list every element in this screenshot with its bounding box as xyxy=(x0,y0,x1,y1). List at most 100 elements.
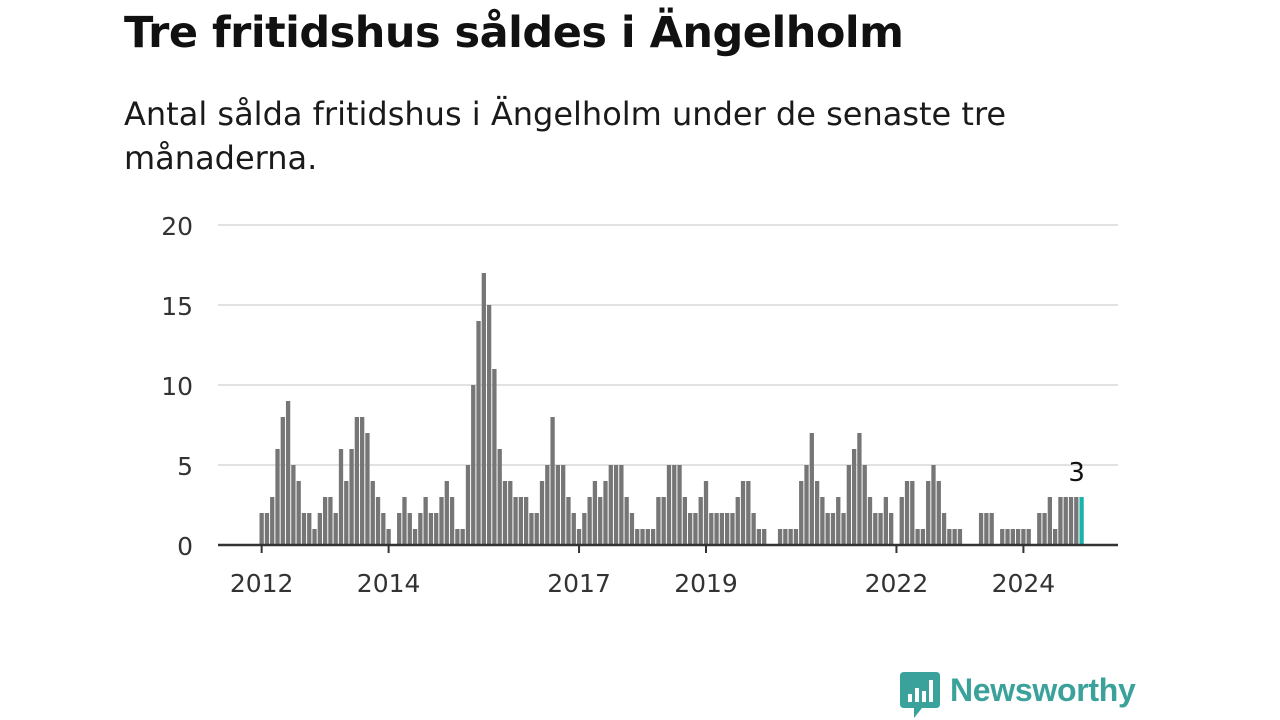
bar xyxy=(449,497,455,545)
bar xyxy=(603,481,608,545)
bar xyxy=(640,529,645,545)
bar xyxy=(317,513,322,545)
bar xyxy=(1074,497,1079,545)
bar xyxy=(402,497,407,545)
bar xyxy=(328,497,333,545)
bar xyxy=(1042,513,1047,545)
bar xyxy=(857,433,862,545)
bar xyxy=(566,497,571,545)
bar xyxy=(629,513,635,545)
bar xyxy=(841,513,846,545)
bar xyxy=(455,529,460,545)
bar xyxy=(984,513,989,545)
bar xyxy=(725,513,730,545)
bar xyxy=(936,481,941,545)
bar xyxy=(851,449,857,545)
bar xyxy=(465,465,471,545)
bar xyxy=(814,481,820,545)
bar xyxy=(740,481,746,545)
bar xyxy=(423,497,428,545)
bar xyxy=(524,497,529,545)
bar xyxy=(719,513,725,545)
bar xyxy=(555,465,561,545)
bar xyxy=(397,513,402,545)
bar xyxy=(762,529,767,545)
bar xyxy=(592,481,598,545)
bar xyxy=(312,529,317,545)
bar xyxy=(1063,497,1068,545)
bar xyxy=(650,529,656,545)
bar xyxy=(434,513,439,545)
bar xyxy=(296,481,301,545)
bar xyxy=(275,449,280,545)
bar xyxy=(825,513,830,545)
bar xyxy=(460,529,465,545)
bar xyxy=(687,513,693,545)
x-tick-label: 2024 xyxy=(992,569,1056,598)
bar xyxy=(931,465,936,545)
bar xyxy=(307,513,312,545)
bar xyxy=(529,513,534,545)
bar xyxy=(412,529,418,545)
bar xyxy=(264,513,270,545)
bar xyxy=(354,417,360,545)
bar xyxy=(1021,529,1026,545)
bar xyxy=(910,481,915,545)
bar xyxy=(677,465,682,545)
bar xyxy=(486,305,492,545)
bar xyxy=(259,513,264,545)
bar xyxy=(714,513,719,545)
bar xyxy=(1010,529,1015,545)
bar xyxy=(799,481,804,545)
x-tick-label: 2014 xyxy=(357,569,421,598)
bar xyxy=(561,465,566,545)
bar xyxy=(613,465,619,545)
bar xyxy=(735,497,740,545)
chart-title: Tre fritidshus såldes i Ängelholm xyxy=(124,8,904,58)
bar xyxy=(1037,513,1042,545)
bar xyxy=(280,417,285,545)
bar xyxy=(957,529,963,545)
bar xyxy=(756,529,762,545)
bar xyxy=(375,497,381,545)
bar xyxy=(867,497,873,545)
bar xyxy=(481,273,486,545)
bar xyxy=(915,529,920,545)
y-tick-label: 20 xyxy=(161,212,193,241)
bar xyxy=(301,513,307,545)
bar xyxy=(645,529,650,545)
bar xyxy=(661,497,666,545)
newsworthy-logo: Newsworthy xyxy=(900,668,1136,720)
bar xyxy=(1005,529,1010,545)
highlight-bar xyxy=(1079,497,1084,545)
bar xyxy=(624,497,629,545)
bar xyxy=(952,529,957,545)
bar xyxy=(1000,529,1005,545)
highlight-value-label: 3 xyxy=(1068,458,1085,488)
bar xyxy=(439,497,444,545)
bar xyxy=(1047,497,1053,545)
bar xyxy=(672,465,677,545)
bar xyxy=(730,513,735,545)
bar xyxy=(1058,497,1063,545)
bar xyxy=(989,513,994,545)
bar xyxy=(809,433,814,545)
bar xyxy=(518,497,524,545)
bar xyxy=(291,465,296,545)
bar xyxy=(666,465,672,545)
bar xyxy=(1026,529,1031,545)
bar xyxy=(878,513,883,545)
bar xyxy=(889,513,894,545)
bar xyxy=(862,465,867,545)
x-tick-label: 2012 xyxy=(230,569,294,598)
bar xyxy=(693,513,698,545)
bar xyxy=(513,497,518,545)
bar xyxy=(788,529,793,545)
bar xyxy=(820,497,825,545)
bar xyxy=(333,513,338,545)
y-tick-label: 10 xyxy=(161,372,193,401)
bar xyxy=(381,513,386,545)
bar xyxy=(836,497,841,545)
bar xyxy=(349,449,354,545)
